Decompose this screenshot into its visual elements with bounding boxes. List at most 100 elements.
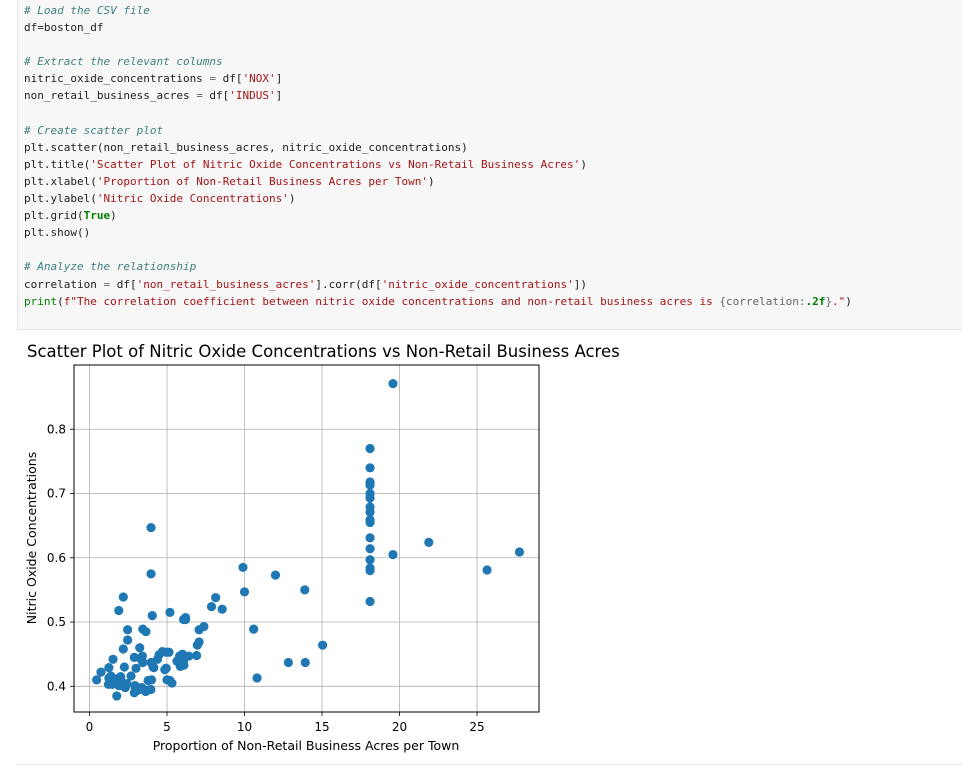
code-line: plt.grid(True)	[24, 207, 852, 224]
code-token: )	[845, 294, 852, 308]
data-point	[211, 593, 221, 603]
data-point	[365, 507, 375, 517]
data-point	[365, 480, 375, 490]
data-point	[141, 627, 151, 637]
code-token: ].corr(df[	[315, 277, 382, 291]
x-tick-label: 5	[163, 720, 171, 734]
data-point	[300, 585, 310, 595]
code-token: correlation	[24, 277, 104, 291]
data-point	[118, 644, 128, 654]
data-point	[112, 691, 122, 701]
output-divider	[17, 764, 962, 765]
data-point	[123, 625, 133, 635]
data-point	[482, 565, 492, 575]
code-line: # Analyze the relationship	[24, 258, 852, 275]
code-token: (	[57, 294, 64, 308]
data-point	[179, 660, 189, 670]
code-token: df[	[110, 277, 137, 291]
code-token: 'nitric_oxide_concentrations'	[381, 277, 574, 291]
data-point	[137, 651, 147, 661]
data-point	[114, 681, 124, 691]
x-tick-label: 0	[86, 720, 94, 734]
y-tick-label: 0.8	[47, 422, 66, 436]
data-point	[252, 673, 262, 683]
code-token: df=boston_df	[24, 21, 104, 35]
data-point	[161, 663, 171, 673]
code-token: ])	[573, 277, 587, 291]
data-point	[181, 614, 191, 625]
code-token: df[	[202, 89, 230, 103]
code-line: # Create scatter plot	[24, 122, 852, 139]
code-line: correlation = df['non_retail_business_ac…	[24, 276, 852, 293]
data-point	[126, 671, 136, 681]
data-point	[148, 662, 158, 672]
data-point	[119, 662, 129, 672]
data-point	[318, 640, 328, 650]
data-point	[249, 624, 259, 634]
x-tick-label: 10	[237, 720, 252, 734]
chart-points	[92, 379, 525, 701]
plot-frame	[73, 364, 540, 713]
x-tick-label: 15	[314, 720, 329, 734]
data-point	[152, 654, 163, 664]
code-token: plt.ylabel(	[24, 192, 97, 206]
code-cell[interactable]: # Load the CSV file df=boston_df # Extrac…	[17, 0, 962, 330]
data-point	[146, 569, 156, 579]
code-line: nitric_oxide_concentrations = df['NOX']	[24, 70, 852, 87]
x-tick-label: 20	[392, 720, 407, 734]
chart-grid	[74, 365, 539, 712]
data-point	[104, 663, 114, 673]
data-point	[174, 651, 185, 661]
code-token: plt.xlabel(	[24, 174, 97, 188]
code-token: )	[110, 209, 117, 223]
code-token: 'non_retail_business_acres'	[136, 277, 316, 291]
code-line: plt.scatter(non_retail_business_acres, n…	[24, 139, 852, 156]
data-point	[131, 663, 141, 673]
data-point	[118, 592, 128, 602]
code-token: # Load the CSV file	[24, 4, 150, 17]
code-editor[interactable]: # Load the CSV file df=boston_df # Extrac…	[24, 2, 852, 310]
x-tick-label: 25	[469, 720, 484, 734]
code-token: plt.grid(	[24, 209, 84, 223]
data-point	[108, 654, 118, 664]
code-token: =	[196, 89, 203, 103]
data-point	[365, 493, 375, 503]
code-token: plt.show()	[24, 226, 91, 240]
code-token: plt.scatter(non_retail_business_acres, n…	[24, 140, 468, 154]
code-token: # Analyze the relationship	[24, 260, 197, 274]
data-point	[146, 684, 156, 695]
data-point	[270, 570, 281, 580]
data-point	[217, 604, 227, 614]
data-point	[365, 533, 375, 543]
code-token: # Extract the relevant columns	[24, 55, 223, 69]
data-point	[129, 688, 139, 698]
code-token: df[	[216, 72, 243, 86]
code-token: .2f	[805, 294, 826, 308]
data-point	[365, 517, 375, 528]
code-token: print	[24, 294, 58, 308]
code-line: plt.ylabel('Nitric Oxide Concentrations'…	[24, 190, 852, 207]
code-token: 'Proportion of Non-Retail Business Acres…	[96, 174, 428, 188]
data-point	[365, 555, 375, 565]
code-token: {correlation:	[719, 294, 806, 308]
code-token: f"The correlation coefficient between ni…	[63, 294, 720, 308]
scatter-chart: 0 5 10 15 20 25 0.4 0.5 0.6 0.7 0.8 Scatter Plot o…	[24, 342, 620, 753]
code-line: plt.title('Scatter Plot of Nitric Oxide …	[24, 156, 852, 173]
data-point	[206, 602, 217, 612]
code-line: print(f"The correlation coefficient betw…	[24, 293, 852, 310]
data-point	[135, 643, 145, 653]
data-point	[147, 611, 157, 621]
code-line: non_retail_business_acres = df['INDUS']	[24, 87, 852, 104]
code-line: df=boston_df	[24, 19, 852, 36]
code-token: non_retail_business_acres	[24, 89, 197, 103]
data-point	[194, 637, 204, 647]
code-line	[24, 241, 852, 258]
x-axis-label: Proportion of Non-Retail Business Acres …	[153, 738, 460, 753]
data-point	[239, 587, 250, 597]
data-point	[365, 596, 375, 607]
y-tick-label: 0.6	[47, 551, 66, 565]
data-point	[123, 635, 133, 645]
y-tick-label: 0.4	[47, 679, 66, 693]
code-token: ."	[831, 294, 846, 308]
data-point	[283, 657, 293, 668]
